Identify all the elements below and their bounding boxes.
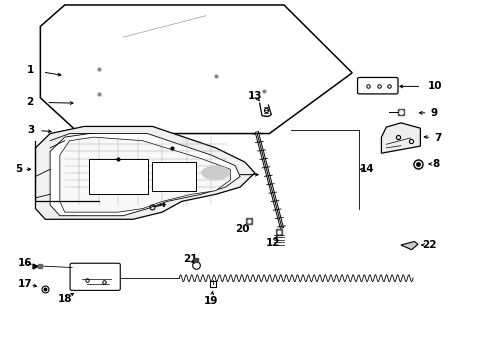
Text: 18: 18 <box>57 294 72 303</box>
Polygon shape <box>401 242 418 249</box>
Text: 20: 20 <box>235 224 250 234</box>
Text: 17: 17 <box>18 279 32 289</box>
Bar <box>89 158 147 194</box>
Text: 13: 13 <box>247 91 262 101</box>
Ellipse shape <box>201 166 230 180</box>
Text: 5: 5 <box>15 164 22 174</box>
FancyBboxPatch shape <box>358 77 398 94</box>
Polygon shape <box>35 126 255 219</box>
Text: 21: 21 <box>183 254 197 264</box>
Polygon shape <box>50 134 240 216</box>
Text: 11: 11 <box>217 170 232 180</box>
Text: 12: 12 <box>266 238 280 248</box>
Text: 4: 4 <box>158 199 166 208</box>
Text: 7: 7 <box>434 133 441 143</box>
FancyBboxPatch shape <box>70 263 120 291</box>
Text: 2: 2 <box>26 97 33 107</box>
Text: 6: 6 <box>69 208 75 218</box>
Text: 9: 9 <box>431 108 438 118</box>
Text: 3: 3 <box>27 125 34 135</box>
Polygon shape <box>40 5 352 134</box>
Text: 15: 15 <box>104 282 118 292</box>
Text: 8: 8 <box>433 159 440 169</box>
Bar <box>152 162 196 191</box>
Text: 19: 19 <box>204 296 218 306</box>
Text: 22: 22 <box>422 240 437 250</box>
Text: 10: 10 <box>428 81 442 91</box>
Text: 16: 16 <box>18 258 32 268</box>
Polygon shape <box>381 123 420 153</box>
Text: 1: 1 <box>27 65 34 75</box>
Text: 14: 14 <box>360 164 374 174</box>
Polygon shape <box>60 137 230 212</box>
